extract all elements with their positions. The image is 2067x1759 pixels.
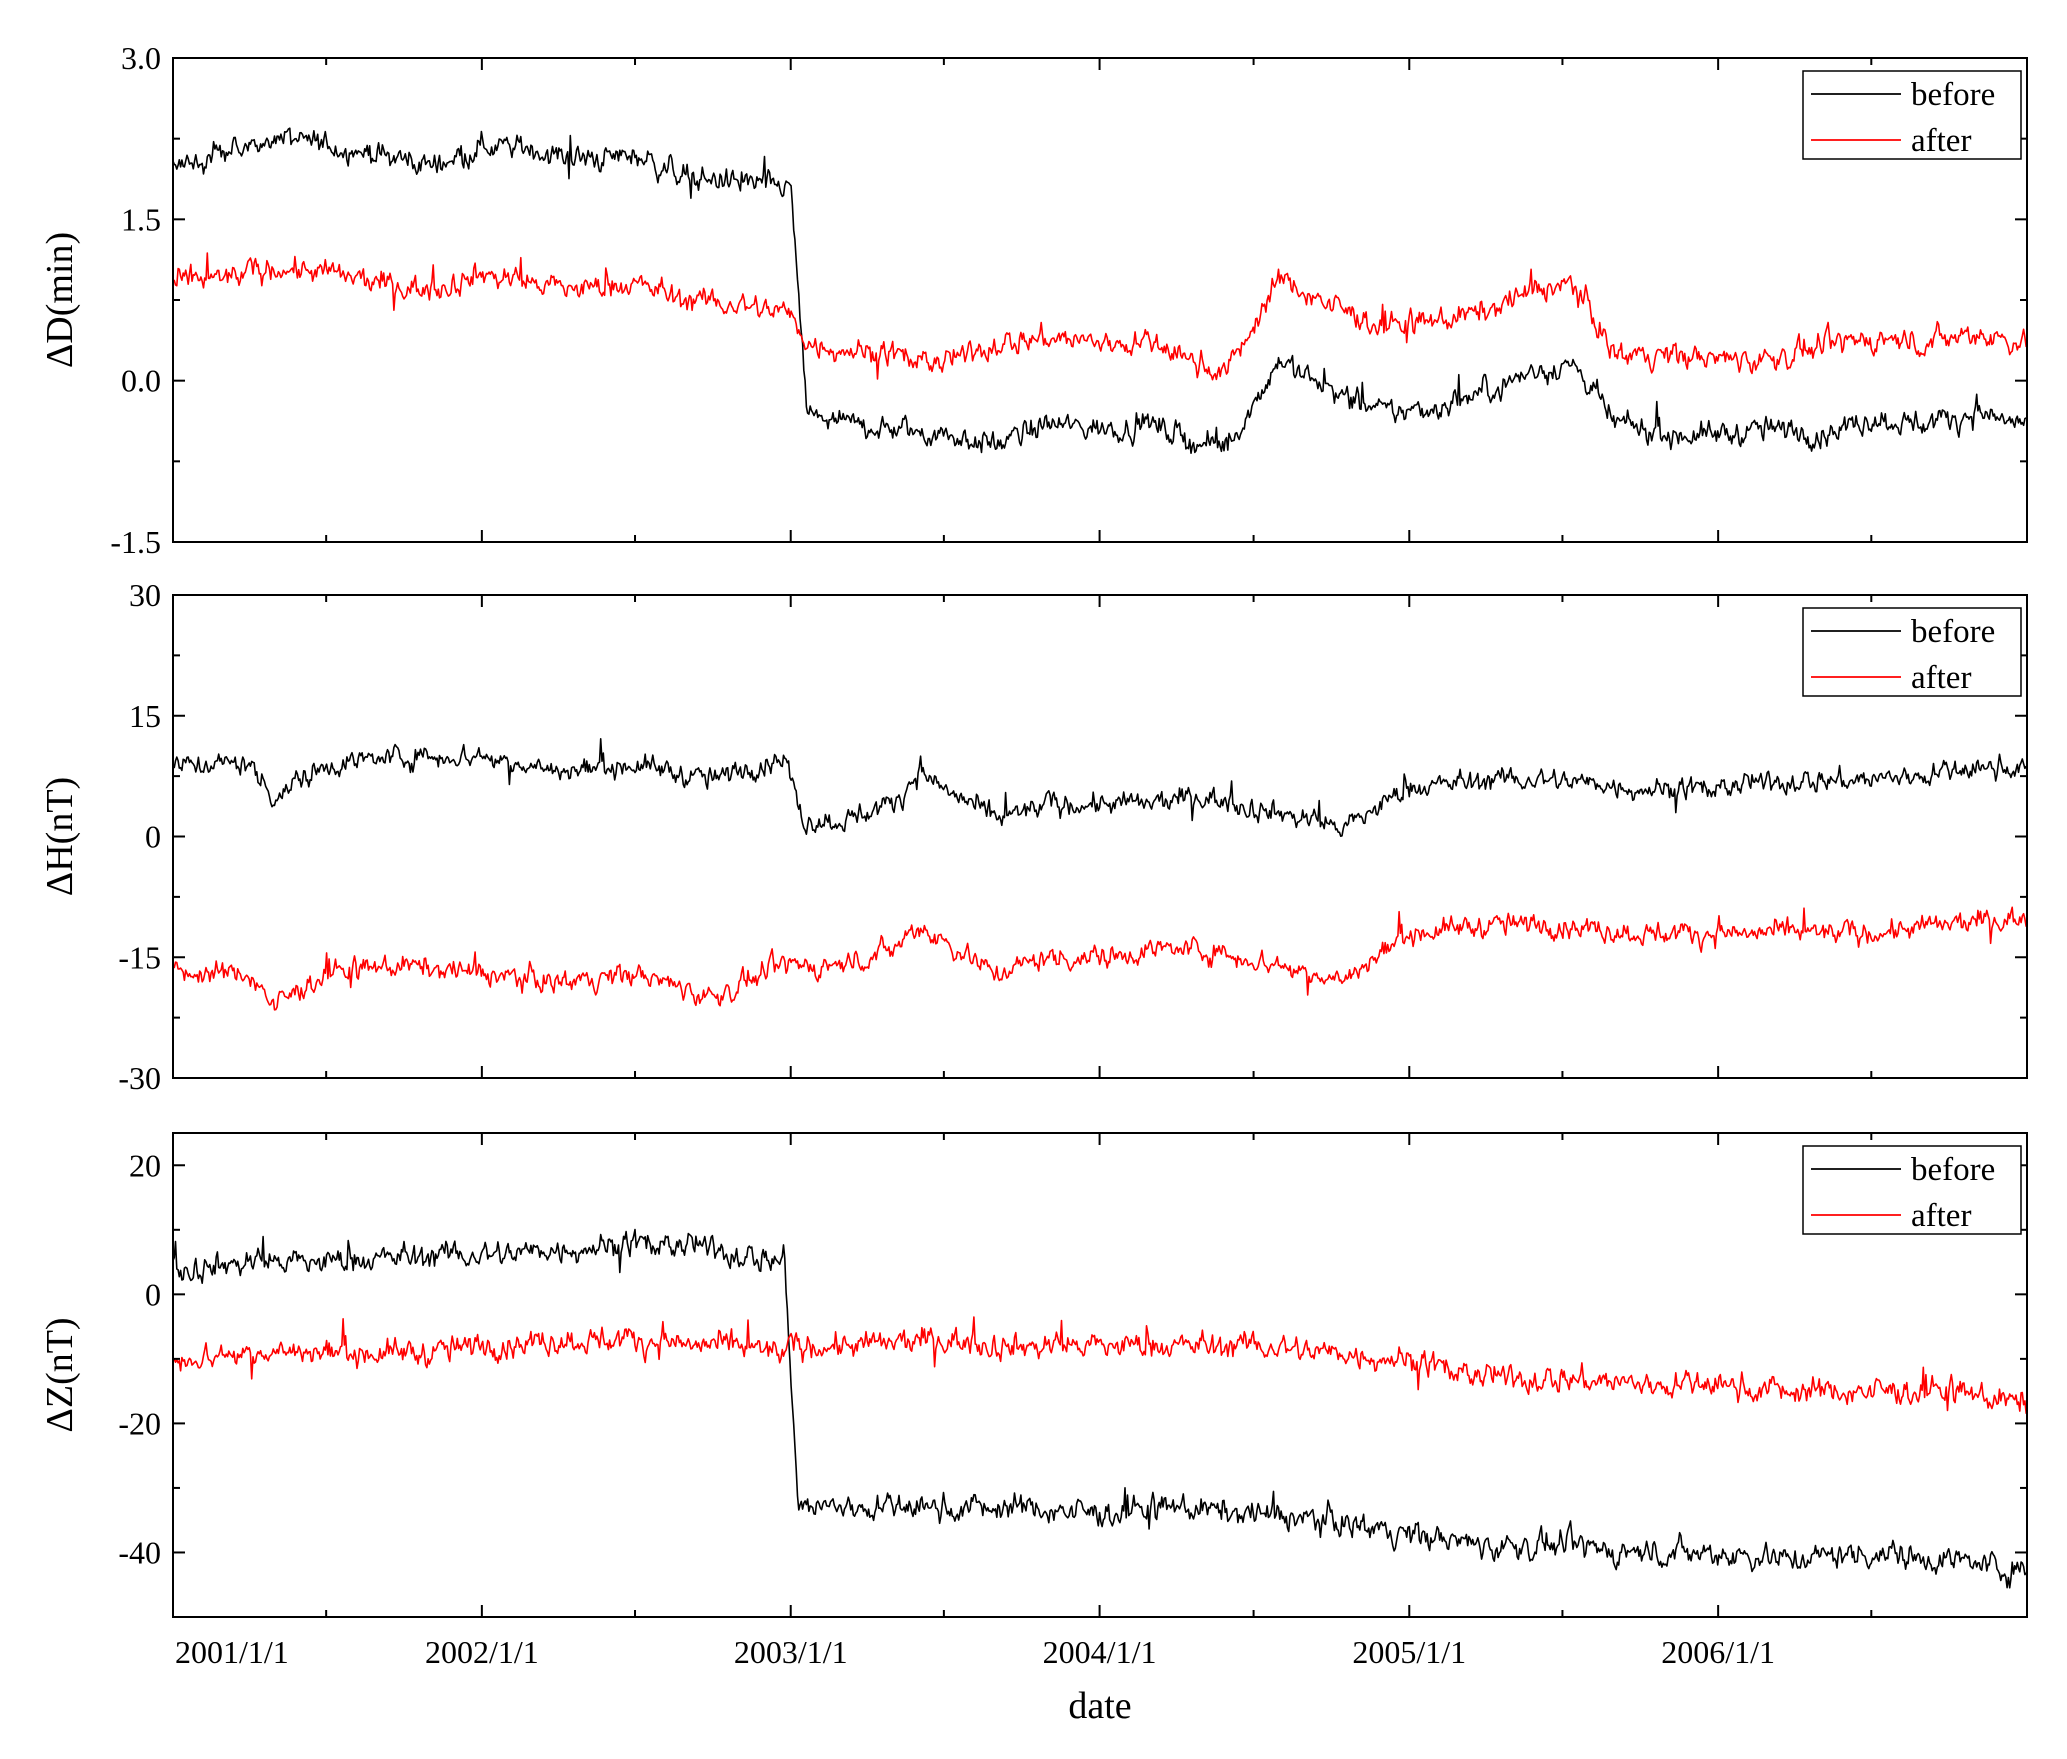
- y-tick-label: 0: [145, 819, 161, 855]
- legend-box: [1802, 1145, 2022, 1235]
- y-tick-label: 20: [129, 1147, 161, 1183]
- y-axis-title: ΔH(nT): [39, 777, 81, 896]
- series-line-after: [173, 906, 2027, 1011]
- x-tick-label: 2003/1/1: [734, 1634, 848, 1670]
- y-tick-label: -15: [118, 939, 161, 975]
- legend: before after: [1802, 607, 2022, 697]
- x-tick-label: 2001/1/1: [175, 1634, 289, 1670]
- y-tick-label: -20: [118, 1405, 161, 1441]
- x-tick-label: 2006/1/1: [1661, 1634, 1775, 1670]
- y-tick-label: 30: [129, 577, 161, 613]
- legend-box: [1802, 607, 2022, 697]
- y-tick-label: -30: [118, 1060, 161, 1096]
- legend-label-after: after: [1911, 123, 1971, 159]
- panel-delta-h: 30 15 0 -15 -30 ΔH(nT) before after: [39, 577, 2028, 1096]
- series-line-after: [173, 252, 2027, 381]
- series-line-before: [173, 737, 2027, 838]
- series-line-before: [173, 1228, 2027, 1589]
- plot-frame: [172, 1132, 2028, 1618]
- y-tick-label: 0: [145, 1276, 161, 1312]
- panel-delta-d: 3.0 1.5 0.0 -1.5 ΔD(min) before after: [39, 40, 2028, 560]
- plot-frame: [172, 57, 2028, 543]
- legend-label-before: before: [1911, 614, 1995, 650]
- y-tick-label: 0.0: [121, 363, 161, 399]
- y-tick-label: 1.5: [121, 201, 161, 237]
- y-tick-label: 15: [129, 698, 161, 734]
- x-axis-tick-labels: 2001/1/1 2002/1/1 2003/1/1 2004/1/1 2005/1/1…: [175, 1634, 1775, 1670]
- legend: before after: [1802, 70, 2022, 160]
- legend-label-after: after: [1911, 1198, 1971, 1234]
- plot-frame: [172, 594, 2028, 1079]
- series-line-after: [173, 1316, 2027, 1414]
- y-axis-title: ΔZ(nT): [39, 1317, 81, 1432]
- legend: before after: [1802, 1145, 2022, 1235]
- y-tick-label: -1.5: [110, 524, 161, 560]
- x-tick-label: 2004/1/1: [1043, 1634, 1157, 1670]
- legend-label-after: after: [1911, 660, 1971, 696]
- legend-label-before: before: [1911, 1152, 1995, 1188]
- series-group: [173, 737, 2027, 1011]
- series-group: [173, 1228, 2027, 1589]
- y-tick-label: -40: [118, 1534, 161, 1570]
- y-axis-title: ΔD(min): [39, 232, 81, 368]
- series-line-before: [173, 127, 2027, 455]
- panel-delta-z: 20 0 -20 -40 ΔZ(nT) before after: [39, 1132, 2028, 1618]
- x-tick-label: 2002/1/1: [425, 1634, 539, 1670]
- x-tick-label: 2005/1/1: [1352, 1634, 1466, 1670]
- y-tick-label: 3.0: [121, 40, 161, 76]
- legend-box: [1802, 70, 2022, 160]
- legend-label-before: before: [1911, 77, 1995, 113]
- series-group: [173, 127, 2027, 455]
- x-axis-title: date: [1068, 1685, 1131, 1727]
